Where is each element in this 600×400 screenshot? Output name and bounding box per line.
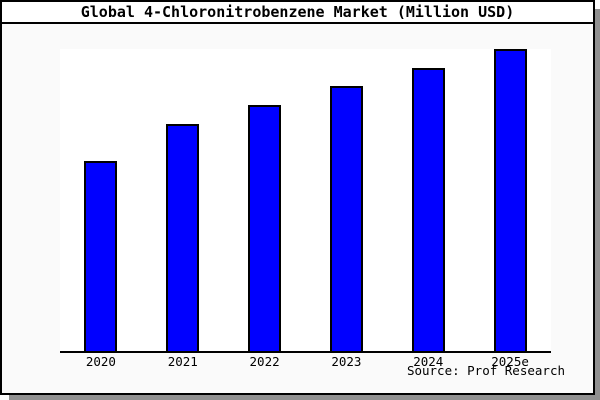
- x-axis-labels: 2020 2021 2022 2023 2024 2025e: [60, 355, 551, 370]
- source-credit: Source: Prof Research: [406, 363, 565, 378]
- chart-canvas: Global 4-Chloronitrobenzene Market (Mill…: [0, 0, 595, 395]
- bar-2020: [84, 161, 118, 351]
- bar-2024: [411, 68, 445, 351]
- x-tick-label-2021: 2021: [167, 354, 198, 369]
- bar-2025e: [493, 49, 527, 351]
- x-tick-label-2020: 2020: [85, 354, 116, 369]
- bar-2022: [248, 105, 282, 351]
- x-tick-label-2022: 2022: [249, 354, 280, 369]
- bar-2023: [329, 86, 363, 351]
- x-tick-label-2024: 2024: [413, 354, 444, 369]
- title-bar: Global 4-Chloronitrobenzene Market (Mill…: [2, 2, 593, 24]
- bar-2021: [166, 124, 200, 351]
- plot-area: [60, 49, 551, 353]
- x-tick-label-2023: 2023: [331, 354, 362, 369]
- chart-title: Global 4-Chloronitrobenzene Market (Mill…: [80, 3, 515, 21]
- x-tick-label-2025e: 2025e: [491, 354, 529, 369]
